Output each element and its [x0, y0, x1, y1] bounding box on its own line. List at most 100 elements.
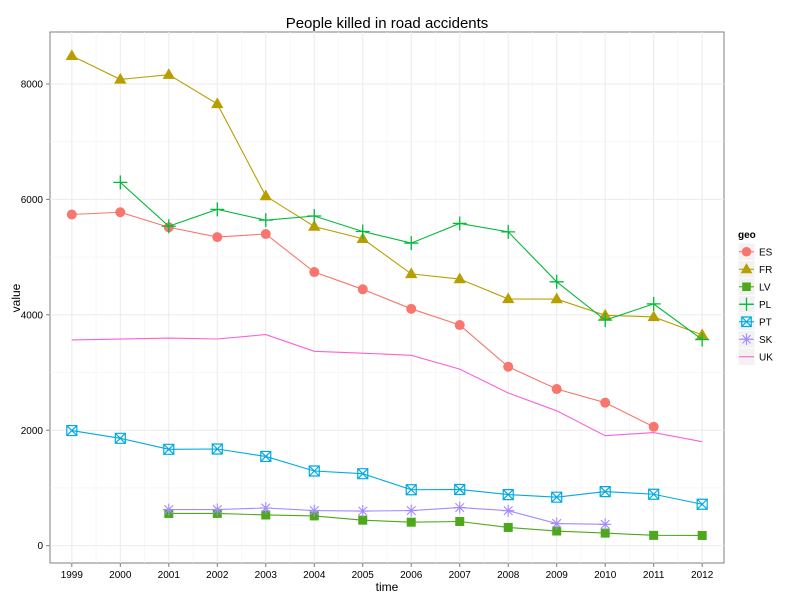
- legend-label-uk: UK: [759, 352, 773, 363]
- x-tick-label: 2011: [643, 570, 665, 581]
- y-tick-label: 8000: [21, 79, 44, 90]
- x-tick-label: 2006: [400, 570, 423, 581]
- data-point-pt: [696, 498, 708, 510]
- data-point-pt: [454, 483, 466, 496]
- data-point-es: [406, 303, 417, 314]
- data-point-es: [357, 284, 368, 295]
- data-point-lv: [455, 517, 465, 527]
- data-point-pt: [502, 489, 514, 501]
- data-point-pt: [260, 450, 272, 463]
- data-point-es: [551, 384, 562, 395]
- series-line-lv: [168, 512, 703, 537]
- data-point-pt: [308, 465, 320, 477]
- data-point-fr: [647, 310, 660, 322]
- x-tick-label: 2010: [594, 570, 617, 581]
- data-point-fr: [114, 72, 127, 84]
- data-point-pl: [210, 202, 225, 217]
- data-point-es: [648, 421, 659, 432]
- data-point-pl: [646, 296, 661, 311]
- data-point-pt: [648, 488, 660, 500]
- legend-key-marker-es: [741, 247, 752, 257]
- data-point-pl: [501, 224, 516, 239]
- series-line-sk: [168, 506, 606, 525]
- data-point-pl: [695, 332, 710, 347]
- data-point-pt: [357, 468, 369, 480]
- data-point-lv: [697, 530, 707, 540]
- x-tick-label: 2001: [158, 570, 181, 581]
- data-point-sk: [502, 504, 515, 517]
- data-point-es: [454, 320, 465, 331]
- y-tick-label: 6000: [21, 195, 44, 206]
- data-point-fr: [211, 97, 224, 109]
- data-point-sk: [211, 503, 224, 516]
- y-tick-label: 2000: [21, 426, 44, 437]
- data-point-pl: [258, 213, 273, 228]
- data-point-lv: [503, 522, 513, 532]
- legend-key-marker-pl: [739, 297, 754, 311]
- x-axis-label: time: [376, 580, 399, 594]
- data-point-fr: [162, 68, 175, 79]
- x-tick-label: 2004: [303, 570, 326, 581]
- data-point-lv: [649, 530, 659, 540]
- legend-label-sk: SK: [759, 335, 773, 346]
- data-point-lv: [406, 517, 416, 527]
- data-point-es: [309, 267, 320, 278]
- legend-key-marker-pt: [741, 316, 752, 328]
- data-point-pt: [551, 491, 563, 503]
- series-line-fr: [71, 55, 703, 336]
- data-point-pl: [113, 175, 128, 190]
- data-point-sk: [356, 505, 369, 518]
- data-point-es: [66, 209, 77, 220]
- data-point-pt: [405, 484, 417, 496]
- data-point-pt: [66, 424, 78, 437]
- legend: geo ES FR LV PL PT SK UK: [737, 230, 773, 366]
- x-tick-label: 2000: [109, 570, 132, 581]
- data-point-fr: [405, 267, 418, 279]
- data-point-fr: [65, 49, 78, 61]
- data-point-pl: [549, 274, 564, 289]
- data-point-lv: [600, 528, 610, 538]
- x-tick-label: 1999: [61, 570, 84, 581]
- x-tick-label: 2008: [497, 570, 520, 581]
- data-point-sk: [162, 503, 175, 516]
- data-point-fr: [550, 292, 563, 304]
- x-tick-label: 2002: [206, 570, 229, 581]
- legend-key-marker-sk: [740, 333, 753, 345]
- y-tick-label: 4000: [21, 310, 44, 321]
- series-line-pt: [71, 429, 703, 505]
- data-point-es: [600, 397, 611, 408]
- data-point-pl: [161, 219, 176, 234]
- data-point-lv: [358, 515, 368, 525]
- data-point-es: [212, 232, 223, 243]
- legend-key-marker-fr: [740, 263, 753, 274]
- data-point-pl: [452, 216, 467, 231]
- data-point-fr: [453, 272, 466, 284]
- legend-label-lv: LV: [759, 282, 771, 293]
- x-tick-label: 2005: [352, 570, 375, 581]
- x-tick-label: 2012: [691, 570, 714, 581]
- data-point-sk: [453, 501, 466, 514]
- data-point-es: [260, 229, 271, 240]
- data-point-pt: [163, 443, 175, 455]
- data-point-pl: [598, 313, 613, 328]
- data-point-pl: [355, 224, 370, 239]
- data-point-fr: [308, 220, 321, 231]
- legend-label-pl: PL: [759, 300, 772, 311]
- data-point-es: [115, 207, 126, 218]
- data-point-sk: [308, 504, 321, 517]
- legend-label-pt: PT: [759, 317, 772, 328]
- chart-title: People killed in road accidents: [286, 15, 489, 32]
- data-point-sk: [550, 517, 563, 530]
- data-point-sk: [599, 518, 612, 531]
- legend-title: geo: [738, 230, 756, 241]
- data-point-sk: [259, 501, 272, 514]
- x-tick-label: 2003: [255, 570, 278, 581]
- data-point-es: [503, 361, 514, 372]
- x-tick-label: 2007: [449, 570, 472, 581]
- y-axis-label: value: [9, 283, 23, 312]
- legend-label-fr: FR: [759, 265, 772, 276]
- plot-area: 1999 2000 2001 2002 2003 2004 2005 2006 2007 2008…: [21, 31, 725, 581]
- series-line-uk: [71, 333, 703, 443]
